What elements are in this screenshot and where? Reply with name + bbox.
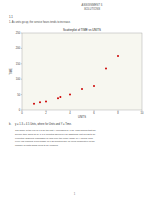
point [45,100,47,102]
plot-area [22,33,142,110]
explanation-line: number of units which need to be repaire… [15,144,59,146]
header-line: SOLUTIONS [84,7,100,11]
y-tick-label: 250 [16,31,21,35]
x-tick-label: 10 [141,111,144,115]
point [39,101,41,103]
point [117,55,119,57]
section: 1.1 [9,15,13,19]
y-tick [21,63,22,64]
y-tick [21,79,22,80]
y-tick-label: 200 [16,46,21,50]
part-label: b. [9,122,11,126]
point [57,97,59,99]
explanation-line: every job requires a fixed base of 1.37 … [15,140,96,142]
axes: 0246810050100150200250UNITSTIME [9,31,144,119]
x-axis-label: UNITS [78,115,86,119]
chart-title: Scatterplot of TIME vs UNITS [63,28,101,32]
point [105,67,107,69]
y-tick [21,94,22,95]
point [59,96,61,98]
point [93,85,95,87]
explanation-line: The slope of the line is 1.5 for the fir… [15,129,96,131]
y-tick [21,48,22,49]
points [33,55,119,105]
point [33,103,35,105]
x-tick-label: 4 [69,111,71,115]
explanation-line: expected. Different regression is valid … [15,137,93,140]
explanation-line: service time goes up by 1.1 in minutes w… [15,133,96,135]
page-number: 1 [74,192,76,196]
question: 1. As units go up, the service hours ten… [9,20,71,24]
y-tick-label: 0 [19,108,21,112]
x-tick-label: 0 [21,111,23,115]
page: ASSIGNMENT 5SOLUTIONS1.11. As units go u… [0,0,149,198]
y-tick-label: 100 [16,77,21,81]
explanation: The slope of the line is 1.5 for the fir… [15,129,96,146]
y-tick-label: 50 [17,93,20,97]
x-tick-label: 6 [93,111,95,115]
y-tick [21,33,22,34]
x-tick-label: 2 [45,111,47,115]
point [81,88,83,90]
y-axis-label: TIME [9,68,13,75]
x-tick-label: 8 [117,111,119,115]
y-tick-label: 150 [16,62,21,66]
equation: y = 1.3 + 4.5 Units, where for Units and… [15,122,72,126]
background [0,0,149,198]
y-tick [21,110,22,111]
point [69,94,71,96]
